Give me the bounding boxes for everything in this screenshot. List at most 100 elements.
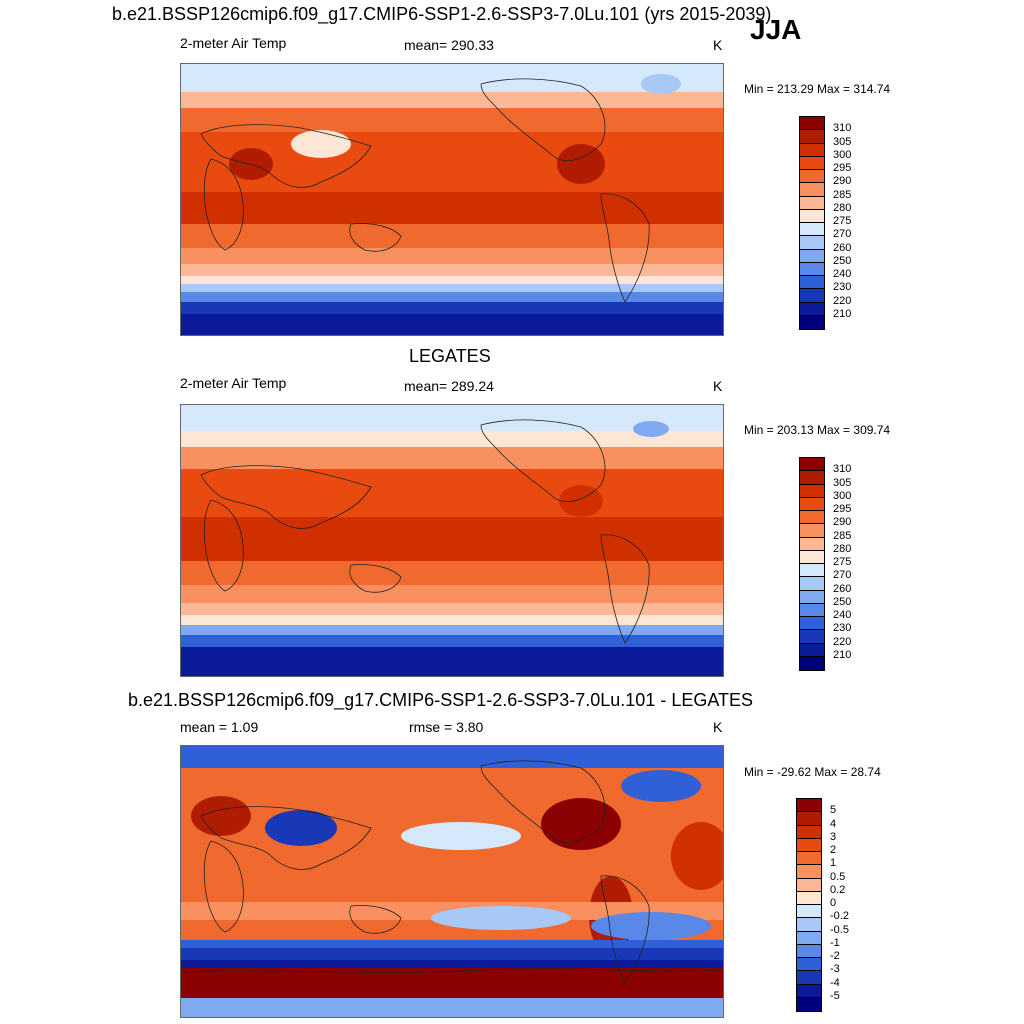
colorbar-swatch [800,196,824,210]
colorbar-swatch [800,262,824,276]
colorbar-level-label: 260 [833,582,852,595]
colorbar-swatch [800,511,824,525]
colorbar-swatch [800,617,824,631]
colorbar-swatch [800,302,824,316]
colorbar-swatch [797,878,821,892]
colorbar-swatch [800,590,824,604]
colorbar-level-label: 2 [830,844,837,856]
colorbar-swatch [800,156,824,170]
colorbar-swatch [800,643,824,657]
colorbar-level-label: 250 [833,254,852,267]
colorbar-level-label: -2 [830,950,840,962]
colorbar-swatch [797,997,821,1011]
panel-3-colorbar-swatches [796,798,822,1012]
colorbar-swatch [800,564,824,578]
colorbar-level-label: -0.5 [830,923,849,936]
colorbar-level-label: 210 [833,648,852,661]
panel-1-minmax-label: Min = 213.29 Max = 314.74 [744,82,891,96]
colorbar-level-label: 210 [833,307,852,320]
colorbar-level-label: 220 [833,294,852,307]
colorbar-swatch [797,865,821,879]
colorbar-level-label: 275 [833,215,852,227]
colorbar-swatch [797,971,821,985]
colorbar-swatch [800,603,824,617]
colorbar-swatch [800,537,824,551]
colorbar-level-label: 305 [833,135,852,148]
colorbar-level-label: 240 [833,268,852,280]
colorbar-level-label: 295 [833,503,852,515]
panel-1-variable-label: 2-meter Air Temp [180,35,287,51]
panel-3-colorbar: 5 4 3 2 1 0.5 0.2 0 -0.2 -0.5 -1 -2 -3 -4 -5 [796,798,849,1012]
colorbar-level-label: 310 [833,122,852,135]
colorbar-level-label: 250 [833,595,852,608]
colorbar-level-label: 5 [830,804,837,817]
panel-1-mean-label: mean= 290.33 [404,37,494,53]
colorbar-swatch [797,918,821,932]
panel-3-map [180,745,724,1018]
colorbar-level-label: 300 [833,148,852,161]
panel-1-title: b.e21.BSSP126cmip6.f09_g17.CMIP6-SSP1-2.… [112,4,772,24]
colorbar-swatch [797,825,821,839]
colorbar-level-label: -0.2 [830,910,849,923]
panel-2-mean-label: mean= 289.24 [404,378,494,394]
panel-1-map-field [181,64,723,335]
colorbar-swatch [797,891,821,905]
panel-3-minmax-label: Min = -29.62 Max = 28.74 [744,765,881,779]
colorbar-swatch [800,276,824,290]
colorbar-level-label: 290 [833,175,852,188]
colorbar-level-label: 275 [833,556,852,568]
panel-2-variable-label: 2-meter Air Temp [180,375,287,391]
colorbar-level-label: -3 [830,963,840,976]
colorbar-swatch [800,223,824,237]
colorbar-level-label: 300 [833,489,852,502]
colorbar-swatch [800,170,824,184]
colorbar-swatch [797,905,821,919]
panel-3-units-label: K [713,719,723,735]
colorbar-swatch [800,497,824,511]
colorbar-swatch [800,484,824,498]
panel-1-colorbar-swatches [799,116,825,330]
colorbar-swatch [800,130,824,144]
colorbar-level-label: 295 [833,162,852,174]
colorbar-swatch [800,471,824,485]
colorbar-level-label: 285 [833,529,852,542]
colorbar-swatch [800,315,824,329]
panel-2-map-field [181,405,723,676]
colorbar-swatch [800,524,824,538]
colorbar-swatch [800,458,824,472]
colorbar-swatch [800,656,824,670]
colorbar-swatch [800,249,824,263]
panel-3-mean-label: mean = 1.09 [180,719,259,735]
colorbar-level-label: 0.2 [830,883,846,896]
colorbar-swatch [797,799,821,813]
panel-2-units-label: K [713,378,723,394]
colorbar-swatch [800,550,824,564]
colorbar-level-label: 0.5 [830,870,846,883]
colorbar-swatch [800,577,824,591]
colorbar-swatch [797,838,821,852]
colorbar-swatch [800,143,824,157]
colorbar-level-label: 310 [833,463,852,476]
colorbar-level-label: 3 [830,830,837,843]
colorbar-swatch [800,209,824,223]
panel-1-units-label: K [713,37,723,53]
colorbar-swatch [797,944,821,958]
colorbar-level-label: 270 [833,228,852,241]
colorbar-swatch [797,812,821,826]
colorbar-level-label: 280 [833,201,852,214]
panel-1-colorbar: 310 305 300 295 290 285 280 275 270 260 250 240 230 2… [799,116,851,330]
colorbar-level-label: -4 [830,976,840,989]
colorbar-swatch [797,931,821,945]
colorbar-level-label: 240 [833,609,852,621]
colorbar-level-label: 1 [830,857,837,870]
colorbar-level-label: 220 [833,635,852,648]
colorbar-level-label: -1 [830,936,840,949]
colorbar-swatch [797,852,821,866]
colorbar-swatch [800,117,824,131]
panel-3-title: b.e21.BSSP126cmip6.f09_g17.CMIP6-SSP1-2.… [128,690,754,710]
colorbar-level-label: 230 [833,281,852,294]
colorbar-level-label: 285 [833,188,852,201]
panel-2-colorbar-swatches [799,457,825,671]
panel-3-rmse-label: rmse = 3.80 [409,719,484,735]
colorbar-level-label: 4 [830,817,837,830]
